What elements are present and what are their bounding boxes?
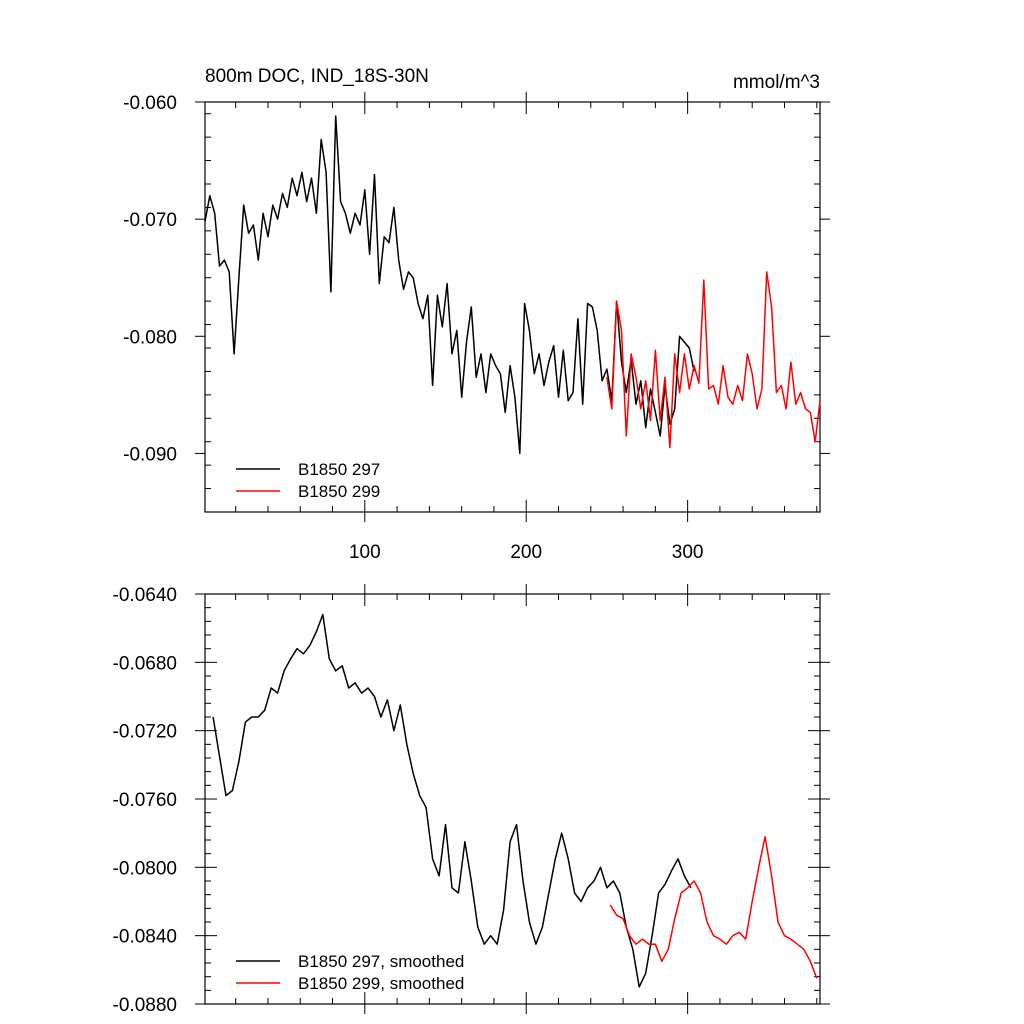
x-tick-label: 100 [349, 542, 381, 563]
series-line-b1850-297 [204, 115, 695, 455]
y-tick-label: -0.0800 [113, 858, 177, 879]
y-tick-label: -0.0680 [113, 653, 177, 674]
legend: B1850 297, smoothed B1850 299, smoothed [236, 952, 464, 993]
x-tick-label: 200 [510, 542, 542, 563]
series-line-b1850-299-smoothed [609, 835, 818, 979]
y-tick-label: -0.0880 [113, 995, 177, 1016]
chart-panel-2: -0.0640 -0.0680 -0.0720 -0.0760 -0.0800 -0.08… [113, 584, 830, 1016]
legend-label: B1850 299 [298, 482, 380, 501]
y-tick-label: -0.090 [123, 444, 177, 465]
y-tick-label: -0.0640 [113, 585, 177, 606]
chart-panel-1: 100 200 300 -0.060 -0.070 -0.080 -0.090 800m DO… [123, 66, 830, 563]
y-tick-label: -0.080 [123, 327, 177, 348]
legend-label: B1850 299, smoothed [298, 974, 464, 993]
legend: B1850 297 B1850 299 [236, 460, 380, 501]
chart-units: mmol/m^3 [733, 72, 820, 93]
legend-label: B1850 297, smoothed [298, 952, 464, 971]
series-line-b1850-299 [606, 271, 821, 449]
y-tick-label: -0.0840 [113, 927, 177, 948]
y-tick-label: -0.0720 [113, 722, 177, 743]
x-tick-label: 300 [672, 542, 704, 563]
y-tick-label: -0.0760 [113, 790, 177, 811]
chart-title: 800m DOC, IND_18S-30N [205, 66, 429, 87]
legend-label: B1850 297 [298, 460, 380, 479]
y-tick-label: -0.070 [123, 210, 177, 231]
series-line-b1850-297-smoothed [212, 613, 692, 988]
y-tick-label: -0.060 [123, 93, 177, 114]
plot-frame [204, 101, 821, 513]
